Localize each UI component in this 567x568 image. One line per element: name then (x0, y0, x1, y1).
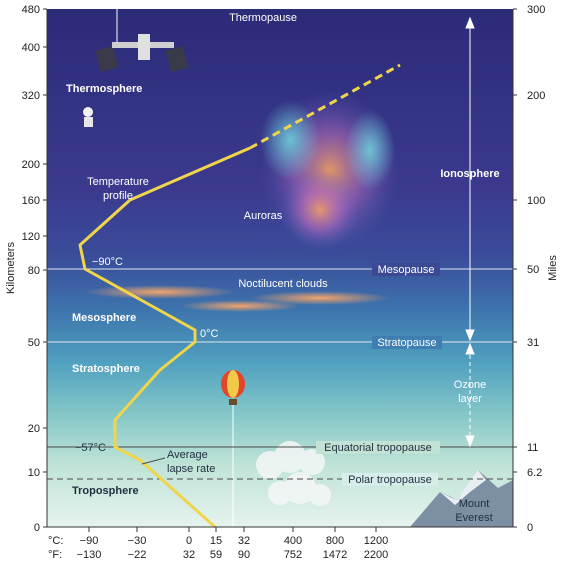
stratopause-label-backing (372, 336, 442, 349)
temp-zero-label: 0°C (200, 328, 219, 340)
temp-minus90-label: −90°C (92, 256, 123, 268)
fahrenheit-tick-label: 2200 (364, 549, 388, 561)
mount-everest-label-line2: Everest (455, 512, 492, 524)
temperature-profile-label-line2: profile (103, 190, 133, 202)
mile-tick-labels: 300 200 100 50 31 11 6.2 0 (527, 4, 545, 534)
km-tick-label: 120 (22, 231, 40, 243)
mile-tick-label: 11 (527, 442, 538, 454)
ozone-arrow (465, 342, 475, 448)
mile-tick-label: 31 (527, 337, 539, 349)
weather-balloon-icon (221, 370, 245, 568)
astronaut-icon (83, 107, 93, 127)
miles-axis-title: Miles (547, 255, 559, 281)
lapse-rate-pointer (141, 457, 166, 465)
fahrenheit-tick-label: 59 (210, 549, 222, 561)
mile-tick-label: 50 (527, 264, 539, 276)
temperature-profile-line (78, 146, 251, 529)
mesosphere-label: Mesosphere (72, 312, 136, 324)
bottom-tick-marks (88, 527, 377, 532)
mile-tick-label: 200 (527, 90, 545, 102)
temperature-profile-label-line1: Temperature (87, 176, 149, 188)
celsius-tick-label: 0 (186, 535, 192, 547)
mesopause-label: Mesopause (378, 264, 435, 276)
mile-tick-label: 300 (527, 4, 545, 16)
ozone-label-line1: Ozone (454, 379, 486, 391)
mount-everest-label-line1: Mount (459, 498, 490, 510)
kilometers-axis-title: Kilometers (5, 242, 17, 294)
space-station-icon (95, 9, 189, 72)
fahrenheit-tick-label: −22 (128, 549, 147, 561)
mile-tick-label: 6.2 (527, 467, 542, 479)
equatorial-tropopause-label-backing (316, 441, 440, 454)
lapse-rate-label-line2: lapse rate (167, 463, 215, 475)
fahrenheit-tick-label: 90 (238, 549, 250, 561)
km-tick-label: 80 (28, 265, 40, 277)
temp-minus57-label: −57°C (75, 442, 106, 454)
stratopause-label: Stratopause (377, 337, 436, 349)
ionosphere-arrow (465, 16, 475, 342)
lapse-rate-label-line1: Average (167, 449, 208, 461)
celsius-tick-label: 1200 (364, 535, 388, 547)
aurora-graphic (260, 90, 400, 250)
fahrenheit-tick-label: 32 (183, 549, 195, 561)
km-tick-label: 400 (22, 42, 40, 54)
celsius-tick-label: 32 (238, 535, 250, 547)
right-tick-marks (513, 8, 517, 528)
km-tick-label: 200 (22, 159, 40, 171)
mile-tick-label: 100 (527, 195, 545, 207)
mile-tick-label: 0 (527, 522, 533, 534)
polar-tropopause-label-backing (342, 473, 438, 486)
celsius-tick-label: −90 (80, 535, 99, 547)
fahrenheit-tick-label: −130 (77, 549, 102, 561)
km-tick-label: 480 (22, 4, 40, 16)
km-tick-label: 160 (22, 195, 40, 207)
mount-everest-graphic (410, 470, 513, 527)
km-tick-labels: 480 400 320 200 160 120 80 50 20 10 0 (22, 4, 40, 534)
fahrenheit-prefix: °F: (48, 549, 62, 561)
left-tick-marks (43, 8, 47, 528)
km-tick-label: 20 (28, 423, 40, 435)
stratosphere-label: Stratosphere (72, 363, 140, 375)
thermosphere-label: Thermosphere (66, 83, 142, 95)
fahrenheit-tick-label: 1472 (323, 549, 347, 561)
km-tick-label: 0 (34, 522, 40, 534)
ozone-label-line2: layer (458, 393, 482, 405)
ionosphere-label: Ionosphere (440, 168, 499, 180)
equatorial-tropopause-label: Equatorial tropopause (324, 442, 432, 454)
troposphere-label: Troposphere (72, 485, 139, 497)
cumulus-cloud-graphic (256, 441, 331, 506)
temperature-profile-dashed (249, 63, 401, 150)
polar-tropopause-label: Polar tropopause (348, 474, 432, 486)
celsius-tick-label: 800 (326, 535, 344, 547)
mesopause-label-backing (372, 263, 440, 276)
celsius-tick-label: 400 (284, 535, 302, 547)
auroras-label: Auroras (244, 210, 283, 222)
fahrenheit-tick-label: 752 (284, 549, 302, 561)
celsius-prefix: °C: (48, 535, 63, 547)
celsius-tick-label: −30 (128, 535, 147, 547)
km-tick-label: 50 (28, 337, 40, 349)
celsius-tick-label: 15 (210, 535, 222, 547)
temperature-scale: °C: °F: −90 −30 0 15 32 400 800 1200 −13… (48, 535, 388, 561)
km-tick-label: 10 (28, 467, 40, 479)
km-tick-label: 320 (22, 90, 40, 102)
thermopause-label: Thermopause (229, 12, 297, 24)
noctilucent-clouds-label: Noctilucent clouds (238, 278, 328, 290)
